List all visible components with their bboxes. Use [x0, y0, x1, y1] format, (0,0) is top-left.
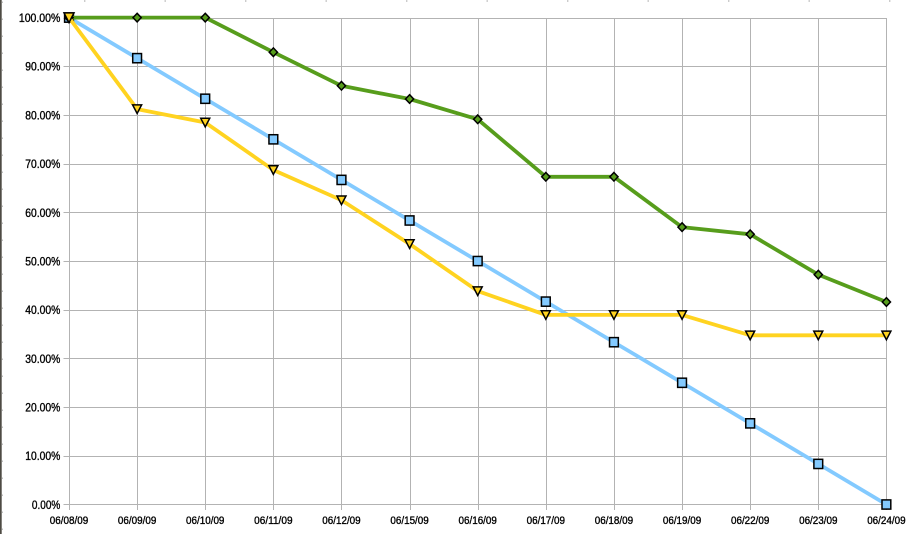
- svg-text:06/09/09: 06/09/09: [118, 515, 156, 527]
- svg-text:60.00%: 60.00%: [25, 206, 60, 220]
- svg-text:06/18/09: 06/18/09: [595, 515, 633, 527]
- svg-text:0.00%: 0.00%: [32, 498, 61, 512]
- svg-text:40.00%: 40.00%: [25, 303, 60, 317]
- svg-text:30.00%: 30.00%: [25, 352, 60, 366]
- svg-text:06/12/09: 06/12/09: [322, 515, 360, 527]
- svg-text:06/23/09: 06/23/09: [799, 515, 837, 527]
- svg-text:06/16/09: 06/16/09: [459, 515, 497, 527]
- svg-text:06/15/09: 06/15/09: [390, 515, 428, 527]
- svg-text:10.00%: 10.00%: [25, 449, 60, 463]
- svg-text:20.00%: 20.00%: [25, 401, 60, 415]
- svg-text:100.00%: 100.00%: [19, 11, 61, 25]
- svg-text:06/17/09: 06/17/09: [527, 515, 565, 527]
- svg-text:06/19/09: 06/19/09: [663, 515, 701, 527]
- svg-text:70.00%: 70.00%: [25, 157, 60, 171]
- svg-text:90.00%: 90.00%: [25, 60, 60, 74]
- svg-text:06/08/09: 06/08/09: [50, 515, 88, 527]
- svg-text:06/10/09: 06/10/09: [186, 515, 224, 527]
- svg-text:06/24/09: 06/24/09: [867, 515, 905, 527]
- svg-text:06/11/09: 06/11/09: [254, 515, 292, 527]
- svg-text:06/22/09: 06/22/09: [731, 515, 769, 527]
- svg-text:50.00%: 50.00%: [25, 254, 60, 268]
- svg-text:80.00%: 80.00%: [25, 108, 60, 122]
